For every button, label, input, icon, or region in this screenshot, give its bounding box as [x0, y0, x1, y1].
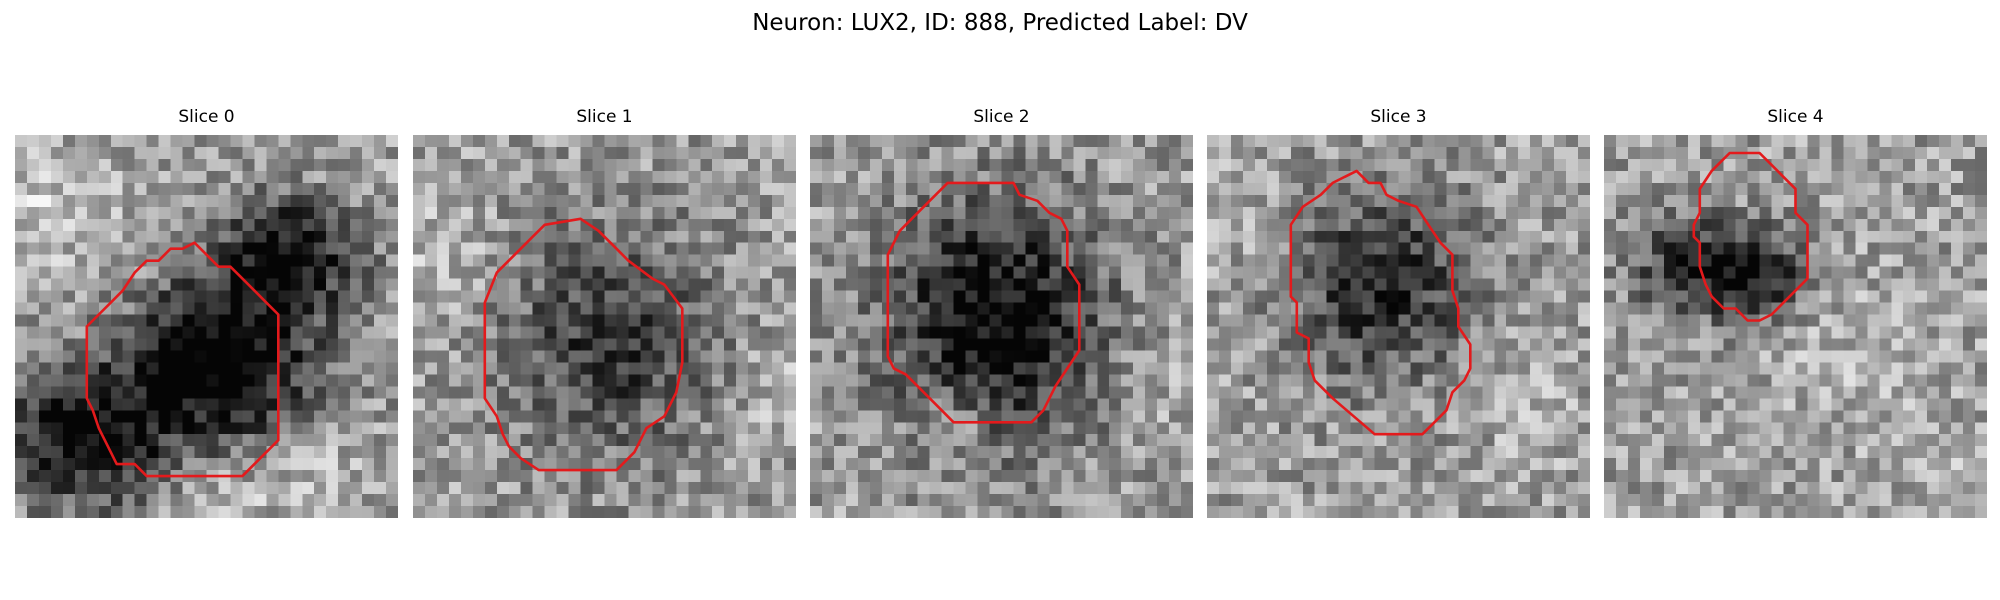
slice-panel-3: Slice 3 [1207, 105, 1590, 518]
slice-panel-0: Slice 0 [15, 105, 398, 518]
slice-title-0: Slice 0 [178, 107, 235, 127]
roi-contour [1692, 151, 1809, 322]
slice-image-1 [413, 135, 796, 518]
roi-contour [483, 217, 684, 472]
roi-contour [886, 181, 1081, 424]
slice-title-4: Slice 4 [1767, 107, 1824, 127]
roi-contour [85, 241, 280, 478]
slice-image-0 [15, 135, 398, 518]
figure-title: Neuron: LUX2, ID: 888, Predicted Label: … [752, 10, 1248, 36]
slice-image-2 [810, 135, 1193, 518]
slice-title-1: Slice 1 [576, 107, 633, 127]
slice-image-3 [1207, 135, 1590, 518]
slice-panel-1: Slice 1 [413, 105, 796, 518]
roi-contour [1289, 169, 1472, 436]
slice-3-pixels [1207, 135, 1590, 518]
slice-0-pixels [15, 135, 398, 518]
slice-image-4 [1604, 135, 1987, 518]
slice-panel-2: Slice 2 [810, 105, 1193, 518]
slice-panel-4: Slice 4 [1604, 105, 1987, 518]
slice-1-pixels [413, 135, 796, 518]
slice-4-pixels [1604, 135, 1987, 518]
slice-title-3: Slice 3 [1370, 107, 1427, 127]
slice-title-2: Slice 2 [973, 107, 1030, 127]
slice-2-pixels [810, 135, 1193, 518]
